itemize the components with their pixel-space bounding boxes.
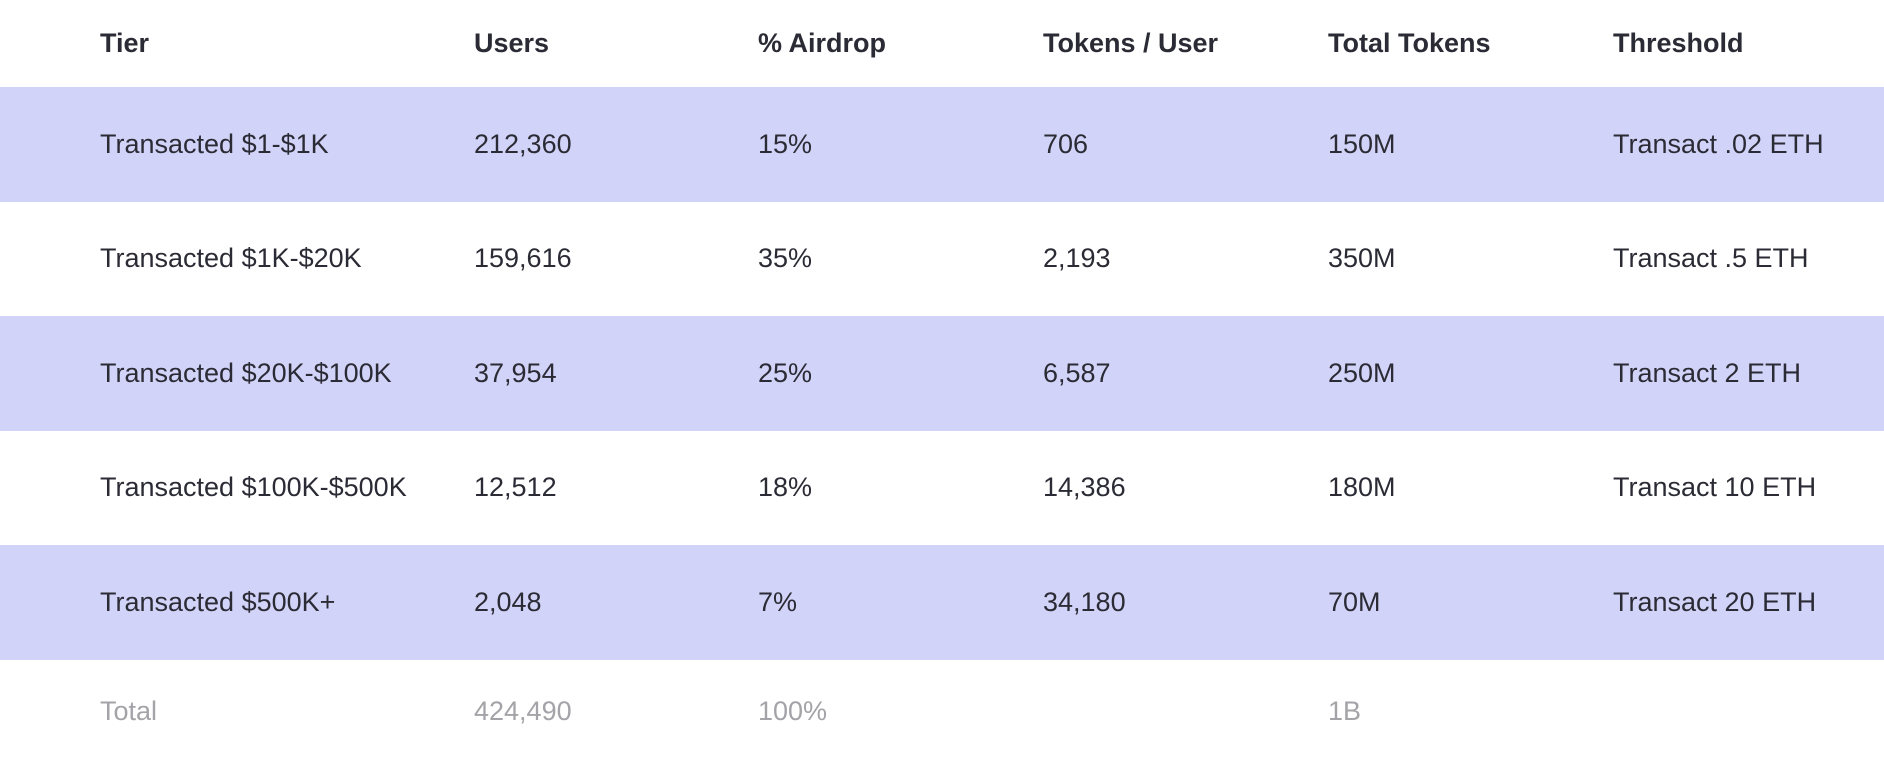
total-users: 424,490 — [474, 696, 572, 726]
cell-tier: Transacted $20K-$100K — [100, 357, 392, 388]
cell-users: 212,360 — [474, 128, 572, 159]
header-tokens-per-user: Tokens / User — [1043, 28, 1219, 58]
total-airdrop-percent: 100% — [758, 696, 828, 726]
total-label: Total — [100, 696, 158, 726]
header-threshold: Threshold — [1613, 28, 1744, 58]
table-row: Transacted $1K-$20K 159,616 35% 2,193 350M Tr… — [0, 202, 1884, 317]
cell-total-tokens: 250M — [1328, 357, 1396, 388]
cell-total-tokens: 180M — [1328, 472, 1396, 503]
cell-total-tokens: 150M — [1328, 128, 1396, 159]
cell-total-tokens: 350M — [1328, 243, 1396, 274]
cell-tokens-per-user: 706 — [1043, 128, 1089, 159]
header-total-tokens: Total Tokens — [1328, 28, 1491, 58]
cell-users: 159,616 — [474, 243, 572, 274]
cell-airdrop-percent: 35% — [758, 243, 813, 274]
cell-threshold: Transact 20 ETH — [1613, 586, 1817, 617]
table-total-row: Total 424,490 100% 1B — [0, 660, 1884, 764]
header-tier: Tier — [100, 28, 150, 58]
cell-threshold: Transact .5 ETH — [1613, 243, 1809, 274]
cell-users: 37,954 — [474, 357, 557, 388]
table-row: Transacted $20K-$100K 37,954 25% 6,587 250M T… — [0, 316, 1884, 431]
cell-airdrop-percent: 18% — [758, 472, 813, 503]
cell-tokens-per-user: 6,587 — [1043, 357, 1111, 388]
cell-tokens-per-user: 34,180 — [1043, 586, 1126, 617]
cell-airdrop-percent: 7% — [758, 586, 798, 617]
cell-tier: Transacted $100K-$500K — [100, 472, 407, 503]
cell-tokens-per-user: 14,386 — [1043, 472, 1126, 503]
table-row: Transacted $1-$1K 212,360 15% 706 150M Transa… — [0, 87, 1884, 202]
table-row: Transacted $500K+ 2,048 7% 34,180 70M Transac… — [0, 545, 1884, 660]
cell-airdrop-percent: 25% — [758, 357, 813, 388]
table-header: Tier Users % Airdrop Tokens / User Total… — [0, 0, 1884, 87]
cell-users: 12,512 — [474, 472, 557, 503]
cell-tier: Transacted $1-$1K — [100, 128, 329, 159]
cell-total-tokens: 70M — [1328, 586, 1381, 617]
cell-tier: Transacted $1K-$20K — [100, 243, 362, 274]
header-airdrop-percent: % Airdrop — [758, 28, 886, 58]
cell-threshold: Transact 2 ETH — [1613, 357, 1802, 388]
cell-tokens-per-user: 2,193 — [1043, 243, 1111, 274]
table-row: Transacted $100K-$500K 12,512 18% 14,386 180… — [0, 431, 1884, 546]
header-users: Users — [474, 28, 550, 58]
cell-threshold: Transact 10 ETH — [1613, 472, 1817, 503]
cell-airdrop-percent: 15% — [758, 128, 813, 159]
cell-users: 2,048 — [474, 586, 542, 617]
total-tokens: 1B — [1328, 696, 1362, 726]
cell-threshold: Transact .02 ETH — [1613, 128, 1824, 159]
cell-tier: Transacted $500K+ — [100, 586, 336, 617]
